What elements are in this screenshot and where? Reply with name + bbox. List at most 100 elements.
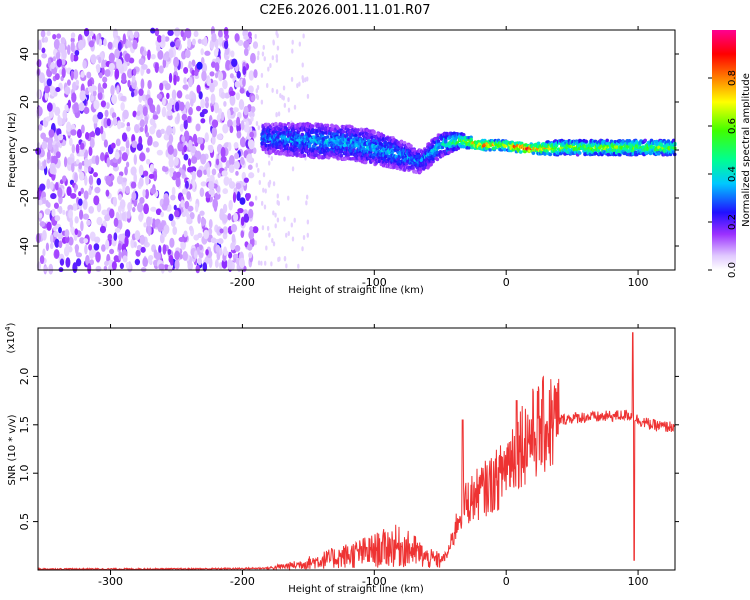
noise-blob	[175, 176, 181, 188]
noise-blob	[272, 210, 275, 216]
noise-blob	[152, 114, 159, 120]
noise-blob	[222, 123, 229, 134]
noise-blob	[36, 68, 41, 76]
noise-blob	[248, 208, 254, 219]
noise-blob	[156, 44, 161, 52]
noise-blob	[119, 199, 126, 210]
noise-blob	[105, 102, 110, 110]
signal-cell	[657, 151, 661, 156]
noise-blob	[45, 116, 51, 122]
noise-blob	[92, 90, 97, 97]
noise-blob	[298, 81, 301, 87]
noise-blob	[174, 259, 180, 270]
noise-blob	[240, 120, 245, 131]
noise-blob	[243, 177, 249, 183]
noise-blob	[205, 249, 209, 256]
noise-blob	[146, 68, 151, 74]
noise-blob	[128, 57, 135, 64]
noise-blob	[231, 233, 236, 244]
noise-blob	[54, 215, 61, 222]
noise-blob	[52, 55, 57, 62]
noise-blob	[138, 164, 144, 176]
noise-blob	[175, 40, 181, 48]
noise-blob	[150, 187, 157, 194]
noise-blob	[211, 119, 219, 128]
noise-blob	[248, 230, 255, 240]
noise-blob	[196, 84, 201, 94]
noise-blob	[92, 114, 99, 124]
noise-blob	[111, 261, 117, 271]
noise-blob	[112, 117, 118, 127]
noise-blob	[90, 54, 97, 65]
noise-blob	[120, 95, 127, 102]
noise-blob	[186, 216, 192, 224]
signal-cell	[279, 151, 283, 156]
noise-blob	[156, 93, 163, 100]
noise-blob	[133, 198, 138, 207]
noise-blob	[180, 199, 185, 208]
signal-cell	[381, 133, 386, 138]
noise-blob	[232, 192, 237, 203]
noise-blob	[204, 50, 211, 56]
noise-blob	[278, 256, 281, 262]
noise-blob	[124, 229, 131, 239]
noise-blob	[306, 219, 310, 225]
noise-blob	[51, 208, 56, 217]
noise-blob	[98, 72, 103, 79]
noise-blob	[187, 158, 192, 167]
noise-blob	[121, 132, 128, 142]
noise-blob	[144, 115, 149, 125]
noise-blob	[168, 49, 174, 59]
x-tick-label: -300	[98, 276, 123, 289]
noise-blob	[285, 232, 288, 238]
noise-blob	[93, 195, 100, 206]
noise-blob	[263, 204, 267, 210]
noise-blob	[62, 109, 68, 120]
noise-blob	[143, 222, 147, 228]
noise-blob	[291, 39, 294, 45]
noise-blob	[65, 257, 71, 268]
noise-blob	[64, 104, 69, 111]
colorbar-gradient	[712, 30, 736, 270]
noise-blob	[80, 187, 85, 194]
noise-blob	[148, 254, 154, 261]
noise-blob	[68, 236, 74, 246]
noise-blob	[58, 205, 63, 215]
signal-cell	[315, 129, 319, 133]
noise-blob	[83, 106, 90, 115]
signal-cell	[409, 144, 413, 148]
noise-blob	[53, 38, 60, 50]
noise-blob	[229, 90, 236, 96]
noise-blob	[172, 148, 178, 158]
noise-blob	[181, 135, 186, 143]
signal-cell	[643, 138, 647, 143]
noise-blob	[261, 51, 265, 57]
noise-blob	[152, 141, 159, 148]
noise-blob	[279, 93, 282, 99]
colorbar-tick-label: 0.4	[727, 166, 738, 182]
noise-blob	[133, 31, 139, 39]
noise-blob	[140, 78, 145, 90]
noise-blob	[233, 160, 240, 170]
noise-blob	[88, 40, 95, 48]
noise-blob	[142, 257, 149, 268]
noise-blob	[93, 172, 98, 178]
noise-blob	[83, 27, 90, 37]
noise-blob	[156, 129, 162, 139]
noise-blob	[263, 56, 266, 62]
noise-blob	[234, 81, 241, 88]
noise-blob	[182, 84, 189, 90]
noise-blob	[222, 203, 228, 214]
noise-blob	[210, 105, 215, 113]
noise-blob	[248, 172, 255, 179]
noise-blob	[133, 68, 137, 76]
noise-blob	[221, 170, 228, 177]
noise-blob	[132, 110, 137, 118]
signal-cell	[447, 150, 451, 155]
noise-blob	[250, 115, 254, 122]
noise-blob	[85, 254, 90, 266]
noise-blob	[94, 127, 101, 136]
noise-blob	[242, 77, 246, 87]
noise-blob	[255, 162, 259, 168]
